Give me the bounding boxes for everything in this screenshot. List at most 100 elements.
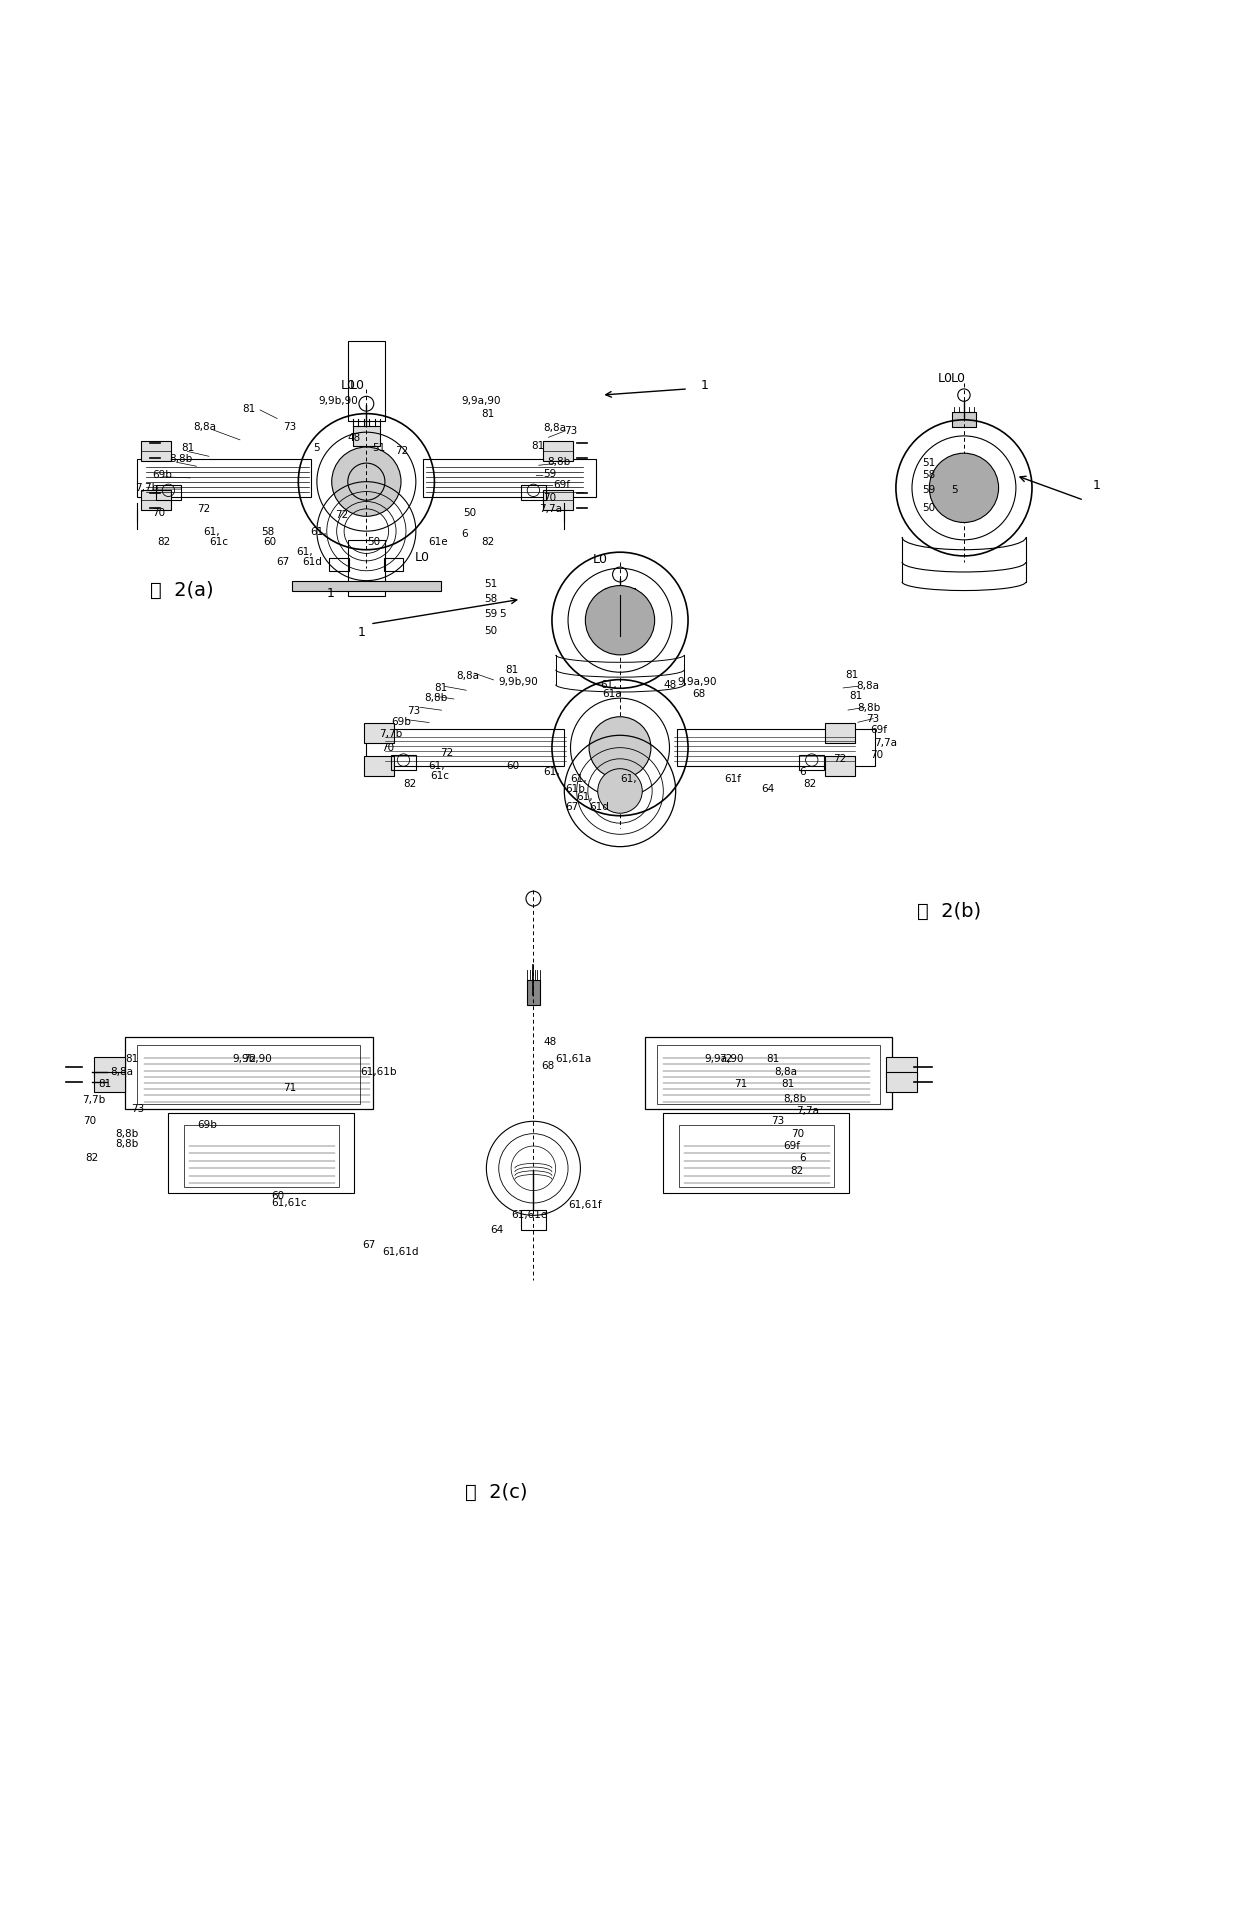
Text: 69b: 69b — [391, 717, 410, 726]
Text: 图  2(a): 图 2(a) — [150, 581, 213, 600]
Text: 9,9b,90: 9,9b,90 — [317, 397, 358, 406]
Text: 61,: 61, — [311, 527, 327, 536]
Text: 6: 6 — [461, 529, 469, 538]
Text: 82: 82 — [804, 778, 816, 789]
Bar — [527, 981, 539, 1006]
Bar — [677, 730, 875, 766]
Bar — [543, 490, 573, 510]
Bar — [800, 755, 825, 770]
Text: 70: 70 — [791, 1129, 804, 1138]
Text: 67: 67 — [362, 1240, 376, 1249]
Text: 8,8a: 8,8a — [456, 671, 480, 680]
Text: 48: 48 — [347, 433, 361, 443]
Text: 69f: 69f — [553, 481, 570, 490]
Text: 81: 81 — [434, 684, 448, 694]
Text: 61d: 61d — [589, 803, 609, 812]
Circle shape — [598, 768, 642, 812]
Text: L0: L0 — [950, 372, 965, 385]
Text: 8,8b: 8,8b — [424, 694, 448, 703]
Bar — [138, 460, 311, 496]
Text: 8,8b: 8,8b — [858, 703, 880, 713]
Text: 82: 82 — [481, 536, 495, 548]
Text: 61,61b: 61,61b — [360, 1067, 397, 1077]
Text: 8,8a: 8,8a — [193, 422, 216, 433]
Text: 69b: 69b — [197, 1121, 217, 1130]
Text: 72: 72 — [394, 446, 408, 456]
Bar — [680, 1125, 835, 1186]
Bar — [330, 558, 348, 571]
Text: 61,: 61, — [296, 548, 312, 558]
Text: 61,: 61, — [543, 768, 560, 778]
Text: 59: 59 — [543, 469, 557, 479]
Text: 8,8b: 8,8b — [784, 1094, 806, 1104]
Text: 61,: 61, — [203, 527, 219, 536]
Text: 51: 51 — [372, 443, 386, 454]
Text: 8,8b: 8,8b — [115, 1129, 139, 1138]
Text: 73: 73 — [867, 715, 879, 724]
Text: 61,: 61, — [428, 761, 445, 772]
Text: 61a: 61a — [603, 690, 622, 699]
Text: 9,9a,90: 9,9a,90 — [704, 1054, 744, 1065]
Text: 81: 81 — [531, 441, 544, 450]
Text: L0: L0 — [340, 379, 356, 391]
Text: 81: 81 — [98, 1079, 112, 1088]
Bar — [887, 1071, 916, 1092]
Text: 1: 1 — [701, 379, 708, 391]
Text: 73: 73 — [407, 705, 420, 715]
Text: 81: 81 — [846, 671, 858, 680]
Text: L0: L0 — [937, 372, 952, 385]
Text: 72: 72 — [719, 1054, 733, 1065]
Bar — [521, 485, 546, 500]
Text: 60: 60 — [506, 761, 520, 772]
Text: 8,8b: 8,8b — [547, 456, 570, 468]
Text: 61,61c: 61,61c — [272, 1198, 306, 1207]
Text: 81: 81 — [849, 690, 862, 701]
Bar — [645, 1037, 893, 1109]
Text: 68: 68 — [692, 690, 706, 699]
Text: 82: 82 — [157, 536, 171, 548]
Text: 61,61a: 61,61a — [556, 1054, 591, 1065]
Text: 51: 51 — [923, 458, 935, 468]
Text: L0: L0 — [414, 550, 429, 563]
Text: 8,8b: 8,8b — [170, 454, 193, 464]
Text: 50: 50 — [463, 508, 476, 517]
Text: 61c: 61c — [210, 536, 228, 548]
Text: 59: 59 — [484, 609, 497, 619]
Text: 61,: 61, — [577, 791, 593, 803]
Text: 61d: 61d — [303, 558, 322, 567]
Text: 7,7b: 7,7b — [82, 1096, 105, 1106]
Bar — [352, 425, 379, 446]
Text: 61c: 61c — [430, 770, 450, 782]
Text: 82: 82 — [791, 1165, 804, 1176]
Text: 5: 5 — [314, 443, 320, 454]
Text: 7,7a: 7,7a — [796, 1106, 818, 1117]
Text: 58: 58 — [923, 471, 935, 481]
Circle shape — [929, 454, 998, 523]
Text: 7,7b: 7,7b — [135, 483, 159, 492]
Text: 51: 51 — [484, 579, 497, 590]
Text: 60: 60 — [264, 536, 277, 548]
Text: 71: 71 — [284, 1083, 296, 1092]
Text: 48: 48 — [663, 680, 677, 690]
Bar — [293, 581, 440, 590]
Text: 1: 1 — [327, 586, 335, 600]
Text: 64: 64 — [490, 1224, 503, 1236]
Text: 58: 58 — [484, 594, 497, 604]
Text: 61b: 61b — [565, 784, 585, 793]
Bar — [521, 1211, 546, 1230]
Bar — [543, 441, 573, 460]
Bar — [366, 730, 564, 766]
Bar — [156, 485, 181, 500]
Bar — [347, 341, 384, 422]
Bar — [94, 1058, 125, 1077]
Bar — [141, 490, 171, 510]
Text: 1: 1 — [1092, 479, 1100, 492]
Bar — [826, 757, 856, 776]
Text: 73: 73 — [131, 1104, 145, 1113]
Text: 81: 81 — [781, 1079, 794, 1088]
Text: L0: L0 — [593, 554, 608, 565]
Text: 61e: 61e — [428, 536, 448, 548]
Text: 图  2(c): 图 2(c) — [465, 1483, 527, 1502]
Text: 61,: 61, — [620, 774, 636, 784]
Text: 72: 72 — [197, 504, 210, 513]
